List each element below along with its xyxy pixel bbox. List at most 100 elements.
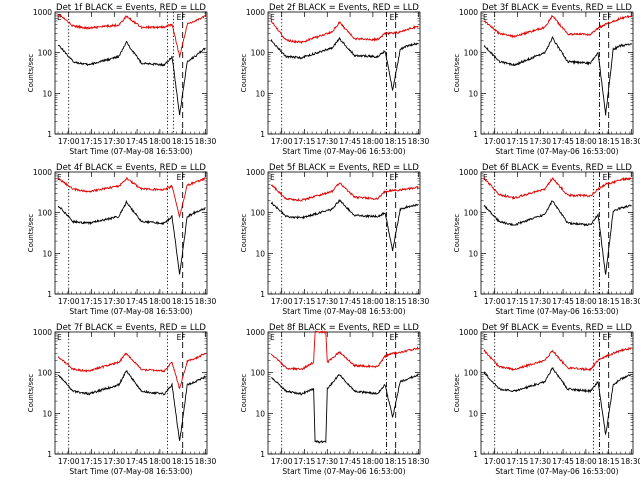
y-axis-label: Counts/sec <box>240 214 248 253</box>
y-tick-label: 1000 <box>459 168 478 177</box>
annotation-label: EF <box>390 173 399 182</box>
x-tick-label: 17:45 <box>339 137 361 146</box>
chart-title: Det 1f BLACK = Events, RED = LLD <box>56 3 206 13</box>
x-axis-label: Start Time (07-May-06 16:53:00) <box>495 307 618 316</box>
x-tick-label: 17:30 <box>529 297 551 306</box>
y-axis-label: Counts/sec <box>453 374 461 413</box>
chart-title: Det 9f BLACK = Events, RED = LLD <box>482 323 632 333</box>
plot-frame <box>480 171 634 295</box>
x-tick-label: 17:15 <box>294 137 316 146</box>
x-axis-label: Start Time (07-May-08 16:53:00) <box>69 467 192 476</box>
series-line-black <box>57 369 206 441</box>
x-tick-label: 18:15 <box>385 137 407 146</box>
y-tick-label: 1000 <box>33 8 52 17</box>
y-tick-label: 1000 <box>33 328 52 337</box>
x-tick-label: 17:15 <box>507 137 529 146</box>
y-tick-label: 100 <box>251 369 266 378</box>
series-line-red <box>271 329 419 371</box>
x-tick-label: 17:00 <box>271 457 293 466</box>
series-line-black <box>483 366 632 436</box>
x-tick-label: 17:45 <box>126 137 148 146</box>
y-tick-label: 10 <box>42 249 52 258</box>
plot-frame <box>267 331 421 455</box>
x-tick-label: 17:00 <box>271 297 293 306</box>
x-tick-label: 17:45 <box>126 457 148 466</box>
y-axis-label: Counts/sec <box>453 214 461 253</box>
y-tick-label: 1 <box>260 130 265 139</box>
x-axis-label: Start Time (07-May-06 16:53:00) <box>495 147 618 156</box>
annotation-label: E <box>57 13 62 22</box>
x-tick-label: 18:15 <box>598 297 620 306</box>
x-tick-label: 18:30 <box>621 457 640 466</box>
x-tick-label: 18:00 <box>149 457 171 466</box>
chart-panel-2: Det 2f BLACK = Events, RED = LLD 1 10 100 10… <box>240 3 430 156</box>
x-tick-label: 17:00 <box>484 137 506 146</box>
x-tick-label: 17:15 <box>81 457 103 466</box>
y-tick-label: 100 <box>251 49 266 58</box>
x-tick-label: 17:00 <box>484 457 506 466</box>
x-axis-label: Start Time (07-May-08 16:53:00) <box>69 307 192 316</box>
y-tick-label: 100 <box>464 49 479 58</box>
x-tick-label: 17:15 <box>294 457 316 466</box>
x-tick-label: 17:30 <box>529 457 551 466</box>
x-tick-label: 18:30 <box>621 297 640 306</box>
y-tick-label: 10 <box>255 249 265 258</box>
x-tick-label: 17:15 <box>81 137 103 146</box>
x-tick-label: 18:15 <box>385 297 407 306</box>
annotation-label: EF <box>603 13 612 22</box>
plot-frame <box>54 11 208 135</box>
series-line-black <box>483 35 632 116</box>
x-tick-label: 18:00 <box>362 137 384 146</box>
chart-panel-6: Det 6f BLACK = Events, RED = LLD 1 10 100 10… <box>453 163 640 316</box>
chart-panel-4: Det 4f BLACK = Events, RED = LLD 1 10 100 10… <box>27 163 217 316</box>
y-tick-label: 10 <box>468 89 478 98</box>
annotation-label: E <box>57 333 62 342</box>
annotation-label: EF <box>390 333 399 342</box>
chart-title: Det 4f BLACK = Events, RED = LLD <box>56 163 206 173</box>
series-line-red <box>270 182 419 202</box>
x-tick-label: 17:45 <box>552 137 574 146</box>
y-tick-label: 10 <box>42 89 52 98</box>
annotation-label: E <box>483 333 488 342</box>
series-line-black <box>270 36 419 92</box>
x-tick-label: 17:30 <box>529 137 551 146</box>
y-axis-label: Counts/sec <box>240 54 248 93</box>
x-tick-label: 18:00 <box>362 457 384 466</box>
x-tick-label: 18:00 <box>575 137 597 146</box>
y-axis-label: Counts/sec <box>27 214 35 253</box>
x-tick-label: 18:00 <box>362 297 384 306</box>
x-tick-label: 18:15 <box>172 137 194 146</box>
x-tick-label: 17:45 <box>552 457 574 466</box>
x-axis-label: Start Time (07-May-06 16:53:00) <box>282 147 405 156</box>
x-tick-label: 17:00 <box>58 297 80 306</box>
x-tick-label: 17:30 <box>316 137 338 146</box>
x-tick-label: 18:15 <box>172 457 194 466</box>
annotation-label: E <box>270 333 275 342</box>
y-tick-label: 100 <box>38 369 53 378</box>
x-tick-label: 18:15 <box>172 297 194 306</box>
x-tick-label: 17:30 <box>103 457 125 466</box>
annotation-label: EF <box>177 13 186 22</box>
y-tick-label: 100 <box>38 49 53 58</box>
x-tick-label: 17:30 <box>316 297 338 306</box>
x-tick-label: 18:30 <box>195 137 217 146</box>
x-tick-label: 17:30 <box>103 137 125 146</box>
x-tick-label: 17:45 <box>552 297 574 306</box>
chart-title: Det 8f BLACK = Events, RED = LLD <box>269 323 419 333</box>
series-line-black <box>57 40 206 116</box>
y-tick-label: 1 <box>473 130 478 139</box>
x-tick-label: 18:15 <box>385 457 407 466</box>
y-tick-label: 100 <box>251 209 266 218</box>
y-tick-label: 10 <box>468 249 478 258</box>
annotation-label: E <box>270 13 275 22</box>
x-tick-label: 17:15 <box>507 297 529 306</box>
chart-panel-7: Det 7f BLACK = Events, RED = LLD 1 10 100 10… <box>27 323 217 476</box>
chart-title: Det 2f BLACK = Events, RED = LLD <box>269 3 419 13</box>
series-line-red <box>57 14 206 58</box>
x-axis-label: Start Time (07-May-08 16:53:00) <box>69 147 192 156</box>
series-line-red <box>483 176 632 201</box>
y-tick-label: 1 <box>47 130 52 139</box>
y-tick-label: 100 <box>38 209 53 218</box>
